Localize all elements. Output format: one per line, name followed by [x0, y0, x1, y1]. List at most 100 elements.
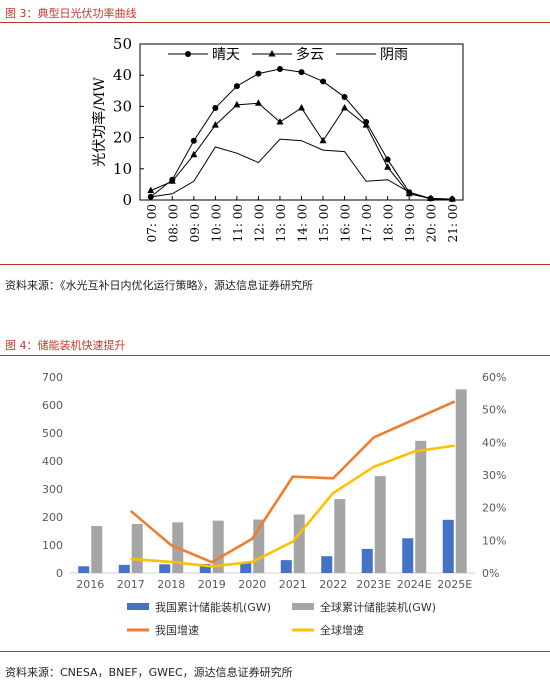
y-left-tick-label-6: 600 — [42, 399, 63, 412]
bar-global-6 — [334, 499, 346, 573]
bar-global-4 — [253, 519, 265, 573]
legend-label-0: 晴天 — [212, 47, 240, 63]
x-tick-label-11: 18: 00 — [382, 204, 396, 242]
x-tick-label-6: 2022 — [319, 578, 347, 591]
y-right-tick-label-3: 30% — [482, 469, 506, 482]
series-0-point-5 — [255, 70, 262, 77]
series-0-point-6 — [276, 65, 283, 72]
figure3-top-rule — [0, 22, 550, 23]
y-tick-label-1: 10 — [113, 160, 132, 178]
figure4-bottom-rule — [0, 651, 550, 652]
figure3-source: 资料来源：《水光互补日内优化运行策略》，源达信息证券研究所 — [5, 279, 313, 292]
legend-label-3: 全球增速 — [320, 623, 364, 637]
y-tick-label-5: 50 — [113, 35, 132, 53]
bar-cn-9 — [442, 519, 454, 573]
series-1-point-12 — [405, 189, 413, 197]
series-1-point-11 — [384, 163, 392, 170]
x-tick-label-10: 17: 00 — [360, 204, 374, 242]
bar-cn-8 — [402, 538, 414, 573]
legend-swatch-1 — [292, 603, 314, 610]
bar-global-8 — [415, 440, 427, 573]
x-tick-label-13: 20: 00 — [425, 204, 439, 242]
x-tick-label-1: 2017 — [117, 578, 145, 591]
y-right-tick-label-0: 0% — [482, 567, 499, 580]
series-0-point-11 — [384, 156, 391, 163]
series-0-point-9 — [341, 94, 348, 101]
figure4-top-rule — [0, 355, 550, 356]
bar-global-0 — [91, 525, 103, 573]
bar-global-1 — [131, 524, 143, 573]
bar-global-5 — [293, 514, 305, 573]
series-1-point-10 — [362, 121, 370, 128]
bar-cn-4 — [240, 562, 252, 573]
y-tick-label-4: 40 — [113, 66, 132, 84]
bar-cn-3 — [199, 564, 211, 573]
storage-capacity-chart: 0 100 200 300 400 500 600 700 0% 10% 20% 30% 40% 50% 6… — [42, 371, 506, 637]
bar-cn-5 — [280, 560, 292, 573]
legend-marker-1 — [268, 50, 276, 57]
bar-global-7 — [374, 476, 386, 573]
bar-cn-7 — [361, 548, 373, 573]
x-tick-label-6: 13: 00 — [274, 204, 288, 242]
x-tick-label-0: 07: 00 — [145, 204, 159, 242]
x-tick-label-0: 2016 — [76, 578, 104, 591]
bar-global-9 — [455, 389, 467, 573]
figure4-source: 资料来源：CNESA，BNEF，GWEC，源达信息证券研究所 — [5, 666, 293, 679]
y-right-tick-label-4: 40% — [482, 436, 506, 449]
y-left-tick-label-7: 700 — [42, 371, 63, 384]
x-tick-label-12: 19: 00 — [403, 204, 417, 242]
x-tick-label-7: 2023E — [356, 578, 391, 591]
y-tick-label-3: 30 — [113, 97, 132, 115]
x-tick-label-5: 2021 — [279, 578, 307, 591]
series-1-point-6 — [276, 118, 284, 125]
y-axis-label: 光伏功率/MW — [91, 77, 108, 167]
legend-marker-0 — [185, 51, 191, 57]
series-0-point-3 — [212, 104, 219, 111]
legend-label-2: 我国增速 — [155, 623, 199, 637]
legend-label-0: 我国累计储能装机(GW) — [155, 600, 271, 614]
series-line-1 — [150, 102, 453, 200]
series-0-point-4 — [233, 83, 240, 90]
x-tick-label-7: 14: 00 — [296, 204, 310, 242]
series-1-point-1 — [168, 177, 176, 184]
figure3-title: 图 3：典型日光伏功率曲线 — [5, 7, 137, 20]
x-tick-label-4: 2020 — [238, 578, 266, 591]
x-tick-label-5: 12: 00 — [252, 204, 266, 242]
y-left-tick-label-2: 200 — [42, 511, 63, 524]
bar-cn-1 — [118, 564, 130, 573]
legend-label-1: 全球累计储能装机(GW) — [320, 600, 436, 614]
legend-swatch-0 — [127, 603, 149, 610]
y-right-tick-label-6: 60% — [482, 371, 506, 384]
legend-label-1: 多云 — [296, 46, 324, 63]
series-0-point-2 — [190, 137, 197, 144]
x-tick-label-8: 15: 00 — [317, 204, 331, 242]
x-tick-label-3: 2019 — [198, 578, 226, 591]
y-left-tick-label-0: 0 — [56, 567, 63, 580]
series-1-point-0 — [147, 186, 155, 194]
y-tick-label-0: 0 — [122, 191, 132, 209]
y-right-tick-label-1: 10% — [482, 534, 506, 547]
y-left-tick-label-4: 400 — [42, 455, 63, 468]
x-tick-label-8: 2024E — [397, 578, 432, 591]
series-1-point-4 — [233, 100, 241, 108]
figure3-bottom-rule — [0, 264, 550, 265]
x-tick-label-9: 16: 00 — [339, 204, 353, 242]
y-tick-label-2: 20 — [113, 129, 132, 147]
series-0-point-7 — [298, 69, 305, 76]
series-line-2 — [150, 138, 453, 200]
figure4-title: 图 4：储能装机快速提升 — [5, 339, 126, 352]
x-tick-label-3: 10: 00 — [209, 204, 223, 242]
y-left-tick-label-5: 500 — [42, 427, 63, 440]
y-right-tick-label-2: 20% — [482, 502, 506, 515]
series-1-point-2 — [190, 150, 198, 158]
plot-frame — [139, 43, 464, 201]
bar-cn-0 — [78, 566, 90, 573]
bar-cn-2 — [159, 564, 171, 573]
series-0-point-8 — [320, 78, 327, 85]
x-tick-label-2: 09: 00 — [188, 204, 202, 242]
series-1-point-8 — [319, 136, 327, 144]
legend-label-2: 阴雨 — [380, 47, 408, 63]
bar-global-3 — [212, 520, 224, 573]
x-tick-label-1: 08: 00 — [166, 204, 180, 242]
x-tick-label-2: 2018 — [157, 578, 185, 591]
